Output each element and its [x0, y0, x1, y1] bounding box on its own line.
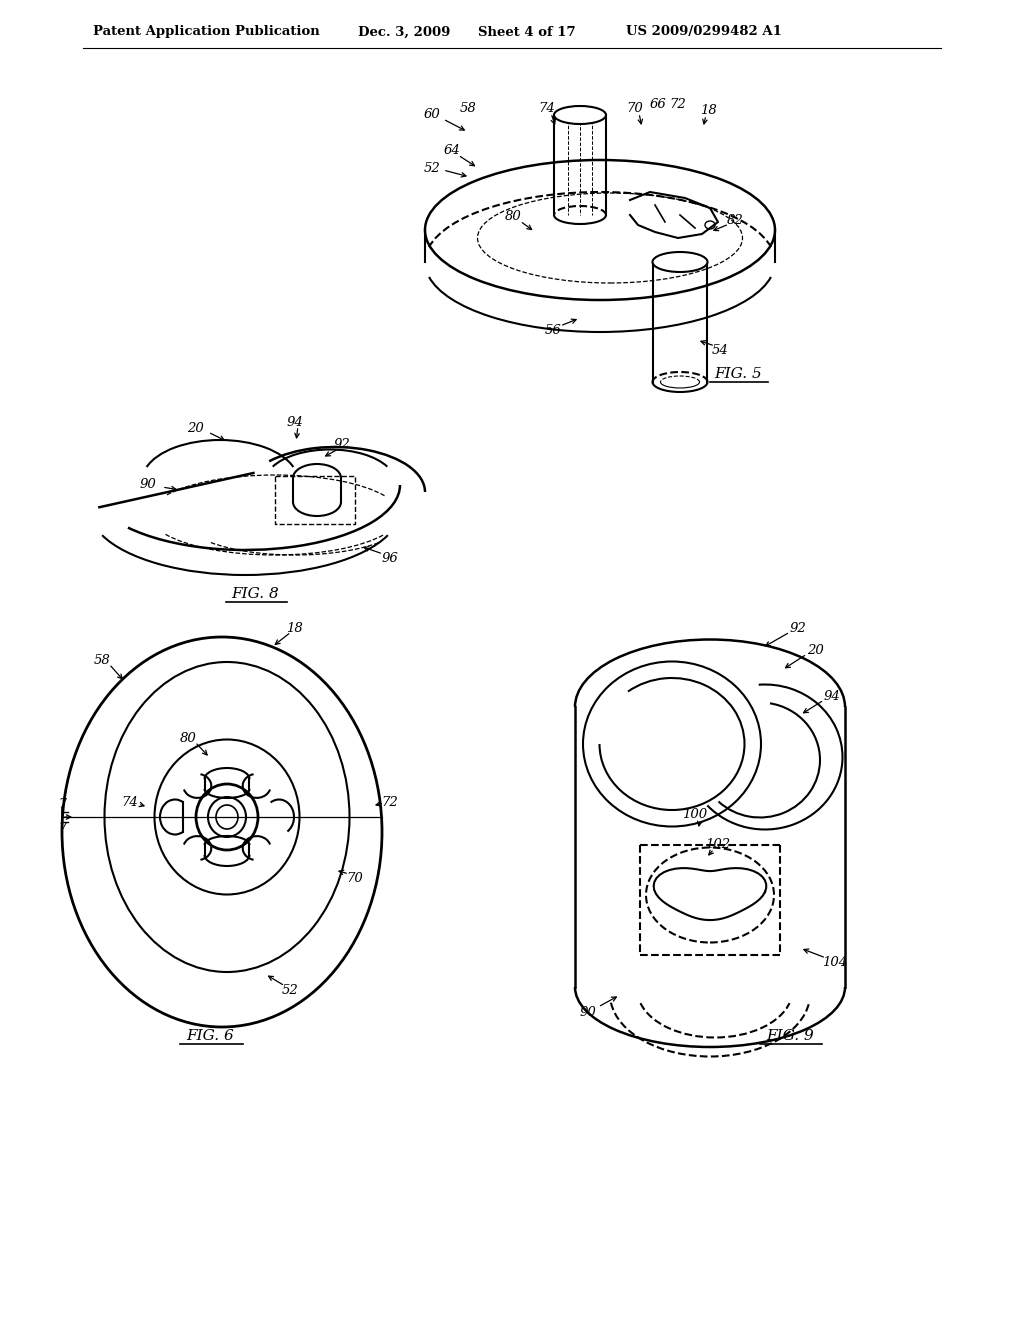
Text: 66: 66: [649, 99, 667, 111]
Text: 7: 7: [58, 822, 66, 836]
Text: FIG. 6: FIG. 6: [186, 1030, 233, 1043]
Text: 80: 80: [505, 210, 521, 223]
Text: 94: 94: [823, 689, 841, 702]
Text: 82: 82: [727, 214, 743, 227]
Text: 64: 64: [443, 144, 461, 157]
Text: Sheet 4 of 17: Sheet 4 of 17: [478, 25, 575, 38]
Text: 56: 56: [545, 323, 561, 337]
Ellipse shape: [583, 661, 761, 826]
Text: Dec. 3, 2009: Dec. 3, 2009: [358, 25, 451, 38]
Text: 74: 74: [122, 796, 138, 808]
Text: Patent Application Publication: Patent Application Publication: [93, 25, 319, 38]
Text: 90: 90: [139, 479, 157, 491]
Text: FIG. 8: FIG. 8: [231, 587, 279, 601]
Text: 52: 52: [424, 161, 440, 174]
Text: 102: 102: [706, 838, 730, 851]
Ellipse shape: [652, 252, 708, 272]
Text: 58: 58: [460, 102, 476, 115]
Text: 92: 92: [790, 622, 806, 635]
Text: 54: 54: [712, 343, 728, 356]
Text: 52: 52: [282, 983, 298, 997]
Text: 80: 80: [179, 731, 197, 744]
Text: 20: 20: [186, 421, 204, 434]
Text: 100: 100: [682, 808, 708, 821]
Text: US 2009/0299482 A1: US 2009/0299482 A1: [626, 25, 782, 38]
Text: 92: 92: [334, 437, 350, 450]
Text: 104: 104: [822, 956, 848, 969]
Text: 58: 58: [93, 653, 111, 667]
Text: 72: 72: [382, 796, 398, 808]
Text: 96: 96: [382, 552, 398, 565]
Text: FIG. 5: FIG. 5: [714, 367, 762, 381]
Text: 18: 18: [699, 103, 717, 116]
Text: 74: 74: [539, 102, 555, 115]
Ellipse shape: [425, 160, 775, 300]
Text: 94: 94: [287, 416, 303, 429]
Text: 18: 18: [286, 622, 302, 635]
Ellipse shape: [196, 784, 258, 850]
Text: 72: 72: [670, 99, 686, 111]
Text: 70: 70: [347, 871, 364, 884]
Ellipse shape: [62, 638, 382, 1027]
Text: 7: 7: [58, 799, 66, 812]
Ellipse shape: [554, 106, 606, 124]
Text: 90: 90: [580, 1006, 596, 1019]
Text: 60: 60: [424, 108, 440, 121]
Text: 70: 70: [627, 102, 643, 115]
Text: FIG. 9: FIG. 9: [766, 1030, 814, 1043]
Text: 20: 20: [807, 644, 823, 656]
